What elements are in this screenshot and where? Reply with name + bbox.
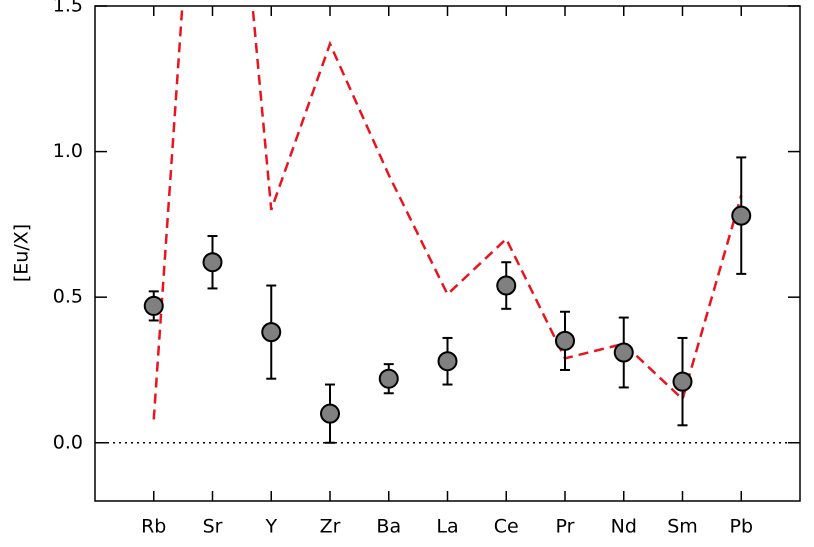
point xyxy=(672,371,693,392)
y-tick-label: 0.0 xyxy=(53,431,83,453)
model-line xyxy=(152,6,743,420)
y-tick-label: 1.0 xyxy=(53,140,83,162)
point xyxy=(378,368,399,389)
point xyxy=(731,205,752,226)
point xyxy=(143,295,164,316)
point xyxy=(437,351,458,372)
plot-frame xyxy=(94,5,801,502)
point xyxy=(613,342,634,363)
x-tick-label: Sm xyxy=(667,516,698,538)
plot-clip xyxy=(152,6,743,420)
x-tick-label: Pb xyxy=(729,516,753,538)
point xyxy=(261,322,282,343)
x-tick-label: Sr xyxy=(203,516,223,538)
x-tick-label: Y xyxy=(264,516,277,538)
x-tick-label: Rb xyxy=(141,516,166,538)
point xyxy=(320,403,340,424)
x-tick-label: Ba xyxy=(376,516,401,538)
x-tick-label: Pr xyxy=(556,516,575,538)
y-tick-label: 0.5 xyxy=(53,286,83,308)
x-tick-label: Ce xyxy=(494,516,519,538)
x-tick-label: Nd xyxy=(611,516,637,538)
y-tick-label: 1.5 xyxy=(53,0,83,17)
point xyxy=(496,275,517,296)
point xyxy=(555,330,575,351)
x-tick-label: Zr xyxy=(320,516,341,538)
point xyxy=(202,252,223,273)
y-axis-label: [Eu/X] xyxy=(11,224,33,282)
x-tick-label: La xyxy=(436,516,458,538)
